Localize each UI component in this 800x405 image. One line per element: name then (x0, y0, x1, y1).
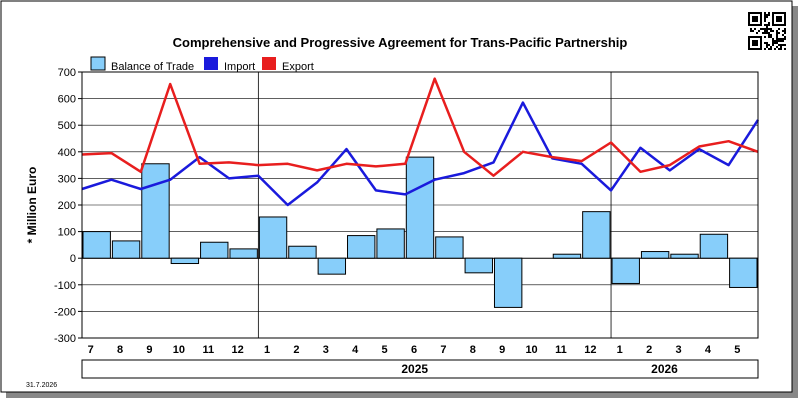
y-tick-label: 100 (58, 227, 76, 239)
x-tick-label: 9 (499, 344, 505, 356)
legend-swatch-import (204, 57, 218, 70)
bar-balance (464, 257, 493, 274)
x-tick-label: 7 (440, 344, 446, 356)
x-tick-label: 12 (584, 344, 596, 356)
legend-label-balance: Balance of Trade (111, 61, 194, 73)
legend: Balance of Trade Import Export (90, 56, 314, 73)
bar-balance (317, 257, 347, 275)
bar-balance (405, 156, 435, 259)
qr-code-icon (748, 12, 786, 50)
y-axis-label: * Million Euro (25, 167, 39, 244)
year-axis-band (81, 359, 759, 379)
line-export (81, 77, 759, 177)
x-tick-label: 3 (323, 344, 329, 356)
bar-balance (82, 231, 111, 259)
x-tick-label: 9 (146, 344, 152, 356)
bar-balance (229, 248, 258, 259)
bar-balance (170, 257, 200, 265)
bar-balance (493, 257, 523, 308)
x-tick-label: 1 (264, 344, 270, 356)
y-tick-label: 300 (58, 173, 76, 185)
bar-balance (200, 241, 229, 259)
y-tick-label: 200 (58, 200, 76, 212)
legend-swatch-export (262, 57, 276, 70)
y-tick-label: -100 (54, 280, 76, 292)
bar-balance (347, 235, 376, 259)
x-tick-label: 6 (411, 344, 417, 356)
x-tick-label: 5 (734, 344, 740, 356)
bar-balance (111, 240, 141, 259)
x-tick-label: 11 (202, 344, 214, 356)
bar-balance (288, 245, 317, 259)
bar-balance (435, 236, 464, 259)
legend-label-import: Import (224, 61, 255, 73)
date-stamp: 31.7.2026 (26, 382, 57, 389)
x-axis-year-labels: 2025 2026 (401, 362, 678, 376)
y-tick-label: 500 (58, 120, 76, 132)
line-series (81, 77, 760, 207)
y-tick-label: -300 (54, 333, 76, 345)
y-tick-label: -200 (54, 306, 76, 318)
bar-balance (582, 211, 611, 259)
year-label: 2026 (651, 362, 678, 376)
x-tick-label: 1 (617, 344, 623, 356)
bar-balance (611, 257, 640, 284)
x-tick-label: 8 (117, 344, 123, 356)
x-tick-label: 2 (646, 344, 652, 356)
bar-balance (258, 216, 288, 259)
x-tick-label: 10 (173, 344, 185, 356)
chart-title: Comprehensive and Progressive Agreement … (173, 35, 628, 50)
x-tick-label: 2 (293, 344, 299, 356)
y-axis-ticks: -300 -200 -100 0 100 200 300 400 500 600 700 (54, 67, 82, 345)
y-tick-label: 0 (70, 253, 76, 265)
bar-balance (552, 253, 582, 259)
y-tick-label: 400 (58, 147, 76, 159)
line-import (81, 101, 760, 207)
legend-swatch-balance (90, 56, 106, 71)
x-tick-label: 8 (470, 344, 476, 356)
x-tick-label: 4 (352, 344, 359, 356)
y-tick-label: 600 (58, 94, 76, 106)
bar-balance (699, 233, 729, 259)
x-tick-label: 10 (525, 344, 537, 356)
x-tick-label: 4 (705, 344, 712, 356)
frame-border (0, 0, 793, 393)
x-tick-label: 11 (555, 344, 567, 356)
bar-balance (670, 253, 699, 259)
x-tick-label: 7 (88, 344, 94, 356)
x-tick-label: 5 (382, 344, 388, 356)
x-axis-month-labels: 7 8 9 10 11 12 1 2 3 4 5 6 7 8 9 10 11 12 1 2 3 4 5 (88, 344, 741, 356)
year-label: 2025 (401, 362, 428, 376)
bar-balance (729, 257, 758, 288)
x-tick-label: 3 (675, 344, 681, 356)
x-tick-label: 12 (232, 344, 244, 356)
legend-label-export: Export (282, 61, 314, 73)
bar-balance (376, 228, 405, 259)
bar-balance (640, 251, 670, 259)
y-tick-label: 700 (58, 67, 76, 79)
bar-balance (141, 163, 170, 259)
bar-series-balance (82, 156, 758, 308)
